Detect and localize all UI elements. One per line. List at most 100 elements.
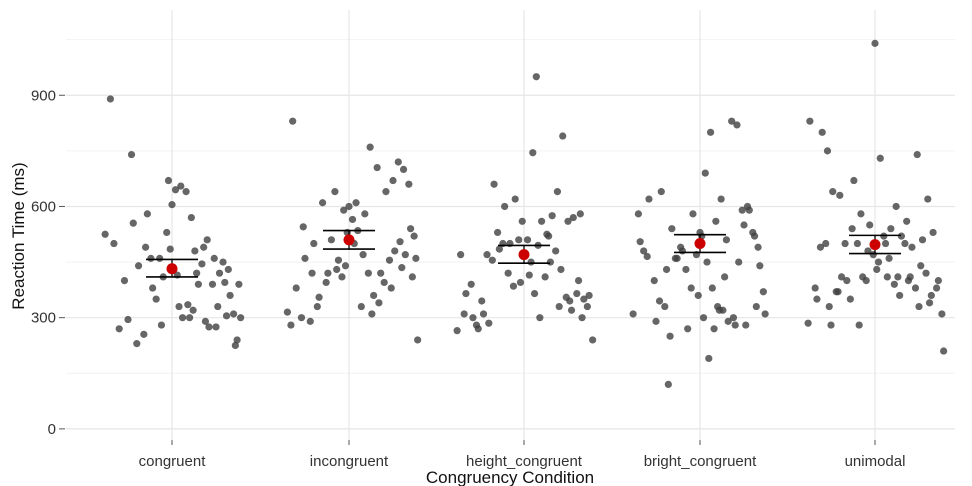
data-point (708, 284, 716, 292)
data-point (574, 277, 583, 285)
x-tick-labels: congruent incongruent height_congruent brig… (139, 440, 905, 470)
data-point (237, 314, 245, 322)
data-point (147, 254, 155, 262)
data-point (850, 176, 858, 185)
mean-markers (166, 234, 881, 275)
mean-marker (694, 238, 706, 250)
data-point (410, 232, 418, 240)
data-point (885, 254, 893, 262)
data-point (396, 238, 404, 246)
data-point (366, 143, 374, 151)
data-point (467, 280, 475, 288)
mean-marker (869, 239, 881, 251)
data-point (156, 254, 164, 262)
data-point (553, 188, 562, 196)
data-point (557, 265, 565, 274)
data-point (235, 280, 243, 288)
data-point (673, 254, 681, 262)
data-point (460, 310, 468, 318)
data-point (408, 273, 416, 281)
y-axis-title: Reaction Time (ms) (9, 162, 28, 309)
data-point (133, 340, 141, 348)
data-point (722, 236, 731, 244)
data-point (541, 273, 549, 281)
data-point (699, 314, 708, 322)
data-point (892, 202, 900, 211)
data-point (703, 258, 711, 266)
data-point (322, 278, 330, 287)
data-point (896, 291, 904, 300)
data-point (742, 321, 750, 329)
data-point (163, 228, 171, 237)
data-point (331, 188, 339, 196)
data-point (918, 236, 927, 244)
data-point (287, 321, 295, 329)
data-point (357, 302, 365, 311)
data-point (124, 315, 132, 324)
data-point (115, 325, 123, 333)
data-point (731, 321, 739, 329)
data-point (313, 302, 321, 311)
data-point (913, 150, 921, 159)
data-point (922, 269, 930, 277)
data-point (233, 336, 241, 344)
data-point (678, 247, 687, 255)
data-point (855, 321, 863, 329)
data-point (752, 302, 760, 311)
data-point (231, 341, 239, 350)
data-point (352, 199, 360, 207)
data-point (548, 212, 556, 220)
y-tick-label: 300 (31, 310, 56, 327)
data-point (848, 225, 856, 233)
data-point (359, 251, 367, 259)
data-point (759, 288, 767, 296)
data-point (200, 243, 208, 251)
data-point (834, 288, 842, 296)
data-point (806, 117, 814, 125)
data-point (724, 317, 732, 325)
data-point (843, 277, 851, 285)
data-point (226, 291, 234, 300)
data-point (857, 210, 865, 218)
data-point (149, 284, 157, 292)
data-point (536, 314, 544, 322)
data-point (917, 262, 925, 270)
data-point (749, 228, 757, 237)
data-point (804, 319, 812, 327)
data-point (887, 225, 895, 233)
mean-marker (518, 249, 530, 261)
data-point (738, 206, 746, 214)
data-point (583, 302, 591, 311)
data-point (140, 330, 148, 338)
data-point (933, 284, 941, 292)
data-point (545, 232, 553, 240)
data-point (186, 314, 194, 322)
data-point (869, 251, 877, 259)
data-point (203, 236, 211, 244)
data-point (694, 291, 702, 300)
data-point (871, 39, 879, 47)
data-point (816, 243, 825, 251)
data-point (915, 302, 923, 311)
data-point (382, 188, 390, 196)
data-point (370, 291, 378, 300)
data-point (538, 217, 546, 225)
data-point (101, 230, 109, 238)
data-point (377, 269, 385, 277)
data-point (187, 213, 195, 222)
data-point (509, 282, 518, 290)
data-point (283, 308, 291, 316)
data-point (474, 325, 482, 333)
data-point (106, 95, 114, 103)
data-point (578, 314, 586, 322)
y-tick-label: 900 (31, 87, 56, 104)
data-point (340, 206, 348, 214)
data-point (532, 73, 540, 81)
x-tick-label: bright_congruent (644, 453, 757, 470)
data-point (380, 278, 388, 287)
data-point (391, 247, 399, 255)
data-point (827, 321, 835, 329)
data-point (873, 265, 881, 274)
data-point (289, 117, 297, 125)
data-point (710, 325, 718, 333)
